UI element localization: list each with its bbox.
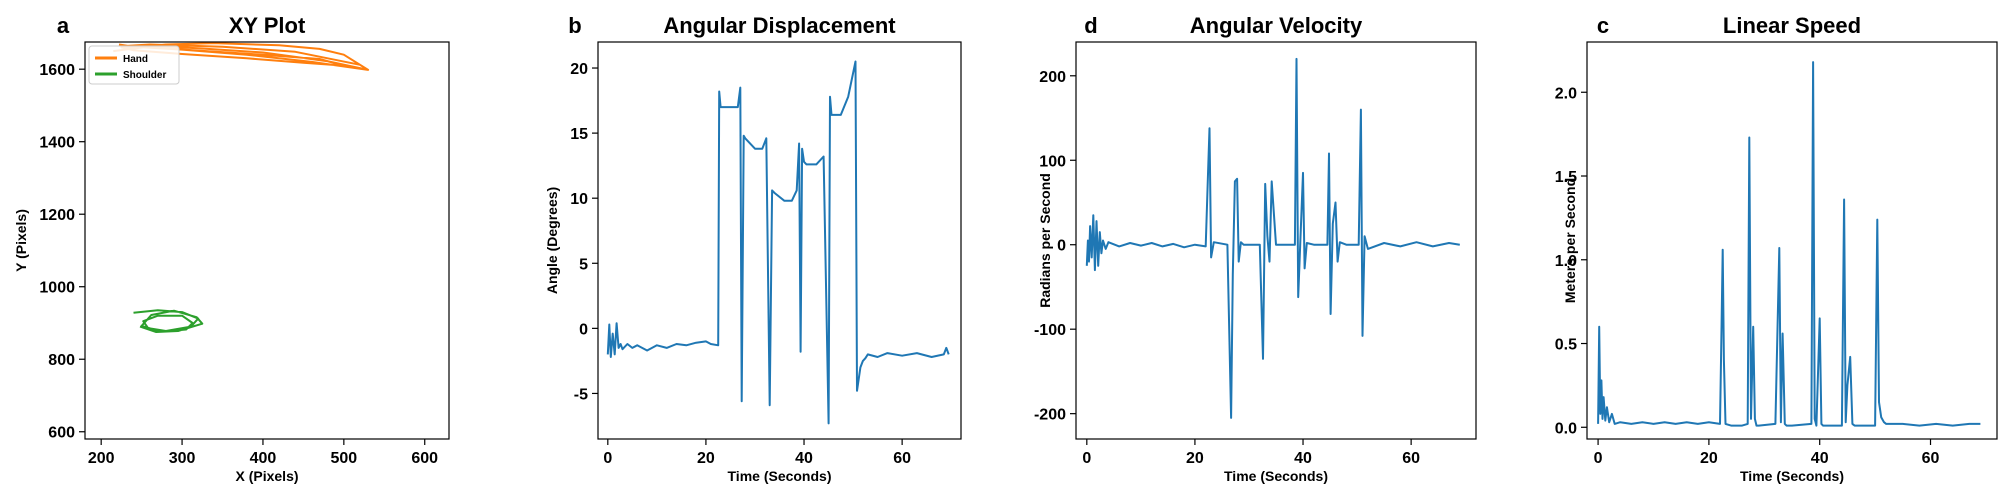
panel-letter: d [1084,13,1097,38]
x-tick-label: 60 [893,450,911,467]
x-tick-label: 400 [250,450,277,467]
x-axis-label: X (Pixels) [235,468,298,484]
y-tick-label: 0.5 [1555,337,1577,354]
series-line-hand [113,42,370,71]
y-tick-label: 0.0 [1555,420,1577,437]
y-axis-label: Y (Pixels) [13,209,29,272]
y-tick-label: 1000 [39,280,75,297]
x-tick-label: 0 [603,450,612,467]
x-tick-label: 0 [1082,450,1091,467]
y-tick-label: 100 [1039,153,1066,170]
chart-panel-c: 0 20 40 60 0.0 0.5 1.0 1.5 2.0 Linear Speed c Time … [1555,13,1998,484]
x-tick-label: 60 [1922,450,1940,467]
y-tick-label: 1200 [39,207,75,224]
chart-title: Linear Speed [1723,13,1861,38]
x-tick-label: 600 [411,450,438,467]
legend-label-hand: Hand [123,54,148,65]
x-tick-label: 60 [1402,450,1420,467]
series-line-1 [1597,61,1981,427]
y-tick-label: 1400 [39,135,75,152]
y-tick-label: -100 [1034,322,1066,339]
panel-letter: b [568,13,581,38]
x-tick-label: 40 [1811,450,1829,467]
x-tick-label: 0 [1594,450,1603,467]
x-axis-label: Time (Seconds) [728,468,832,484]
axes-frame [597,41,962,440]
x-tick-label: 20 [697,450,715,467]
x-tick-label: 40 [795,450,813,467]
y-tick-label: 200 [1039,69,1066,86]
x-axis-label: Time (Seconds) [1740,468,1844,484]
y-tick-label: 0 [1057,238,1066,255]
y-tick-label: 1.0 [1555,253,1577,270]
y-tick-label: 0 [579,321,588,338]
y-tick-label: -200 [1034,407,1066,424]
x-tick-label: 20 [1186,450,1204,467]
x-tick-label: 40 [1294,450,1312,467]
y-tick-label: 5 [579,256,588,273]
y-tick-label: 2.0 [1555,85,1577,102]
legend-label-shoulder: Shoulder [123,70,166,81]
x-axis-label: Time (Seconds) [1224,468,1328,484]
series-line-1 [606,60,950,425]
panel-letter: a [57,13,70,38]
y-tick-label: 600 [48,425,75,442]
x-tick-label: 200 [88,450,115,467]
chart-title: Angular Displacement [663,13,896,38]
chart-title: Angular Velocity [1190,13,1363,38]
x-tick-label: 300 [169,450,196,467]
axes-frame [84,41,450,440]
y-tick-label: 800 [48,352,75,369]
y-tick-label: -5 [574,386,588,403]
legend: Hand Shoulder [88,45,180,85]
series-line-shoulder [133,309,204,333]
axes-frame [1586,41,1998,440]
chart-panel-a: 200 300 400 500 600 600 800 1000 1200 1400 1600 XY … [13,13,450,484]
chart-panel-b: 0 20 40 60 -5 0 5 10 15 20 Angular Displacement b Ti… [544,13,962,484]
panel-letter: c [1597,13,1609,38]
series-line-1 [1085,57,1460,419]
y-tick-label: 10 [570,191,588,208]
y-tick-label: 15 [570,126,588,143]
x-tick-label: 500 [330,450,357,467]
chart-panel-d: 0 20 40 60 -200 -100 0 100 200 Angular Velocity d T… [1034,13,1477,484]
chart-title: XY Plot [229,13,306,38]
x-tick-label: 20 [1700,450,1718,467]
y-axis-label: Radians per Second [1037,173,1053,308]
y-axis-label: Meters per Second [1562,178,1578,303]
y-tick-label: 1.5 [1555,169,1577,186]
y-tick-label: 20 [570,61,588,78]
y-axis-label: Angle (Degrees) [544,187,560,294]
axes-frame [1075,41,1477,440]
y-tick-label: 1600 [39,62,75,79]
